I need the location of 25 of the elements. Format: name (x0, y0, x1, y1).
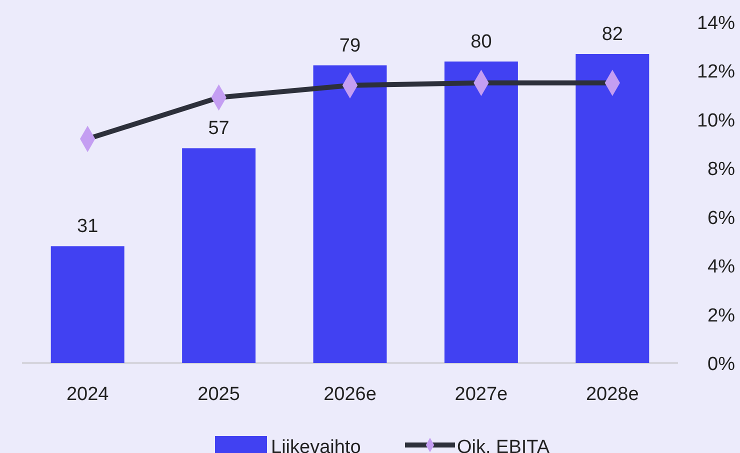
y2-tick-label: 4% (708, 256, 736, 278)
x-tick-label: 2028e (586, 384, 639, 405)
bar (182, 148, 256, 363)
data-label: 80 (470, 32, 492, 53)
x-tick-label: 2025 (198, 384, 240, 405)
data-label: 31 (77, 216, 98, 238)
x-tick-label: 2026e (324, 384, 376, 405)
data-label: 79 (339, 35, 361, 56)
bar (313, 65, 387, 363)
y2-tick-label: 6% (708, 208, 736, 229)
legend-label: Oik. EBITA (457, 437, 550, 453)
y2-tick-label: 12% (696, 62, 736, 83)
y2-tick-label: 8% (708, 159, 736, 180)
y2-tick-label: 14% (696, 13, 736, 34)
bar (50, 246, 124, 363)
y2-tick-label: 0% (708, 354, 736, 375)
bar (576, 54, 650, 363)
data-label: 82 (602, 24, 623, 45)
y2-tick-label: 10% (696, 110, 736, 132)
bar (444, 62, 518, 363)
data-label: 57 (208, 118, 230, 140)
y2-tick-label: 2% (708, 305, 736, 326)
legend-label: Liikevaihto (271, 437, 361, 453)
x-tick-label: 2024 (66, 384, 110, 405)
x-tick-label: 2027e (454, 384, 508, 405)
